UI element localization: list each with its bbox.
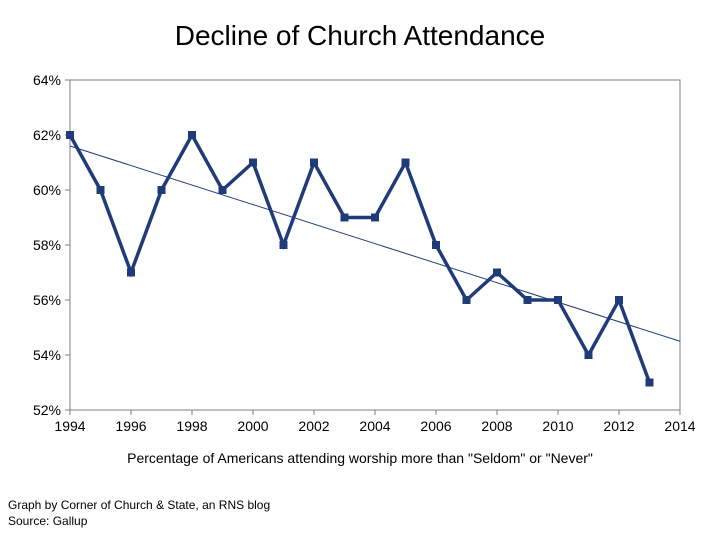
y-tick-label: 56% xyxy=(33,292,61,308)
x-tick-label: 2006 xyxy=(420,418,451,434)
x-tick-label: 2000 xyxy=(237,418,268,434)
x-tick-label: 2012 xyxy=(603,418,634,434)
x-tick-label: 2010 xyxy=(542,418,573,434)
chart-subtitle: Percentage of Americans attending worshi… xyxy=(0,450,720,466)
chart-title: Decline of Church Attendance xyxy=(0,20,720,52)
y-tick-label: 64% xyxy=(33,72,61,88)
x-tick-label: 1996 xyxy=(115,418,146,434)
chart-credit: Graph by Corner of Church & State, an RN… xyxy=(8,498,270,512)
y-tick-label: 62% xyxy=(33,127,61,143)
x-tick-label: 2004 xyxy=(359,418,390,434)
chart-svg xyxy=(70,80,680,410)
chart-page: Decline of Church Attendance 52% 54% 56% 58… xyxy=(0,0,720,540)
y-tick-label: 60% xyxy=(33,182,61,198)
x-tick-label: 1994 xyxy=(54,418,85,434)
plot-area xyxy=(70,80,680,410)
x-tick-label: 2008 xyxy=(481,418,512,434)
chart-source: Source: Gallup xyxy=(8,514,87,528)
x-tick-label: 2014 xyxy=(664,418,695,434)
x-tick-label: 1998 xyxy=(176,418,207,434)
y-tick-label: 52% xyxy=(33,402,61,418)
y-tick-label: 54% xyxy=(33,347,61,363)
x-tick-label: 2002 xyxy=(298,418,329,434)
y-tick-label: 58% xyxy=(33,237,61,253)
